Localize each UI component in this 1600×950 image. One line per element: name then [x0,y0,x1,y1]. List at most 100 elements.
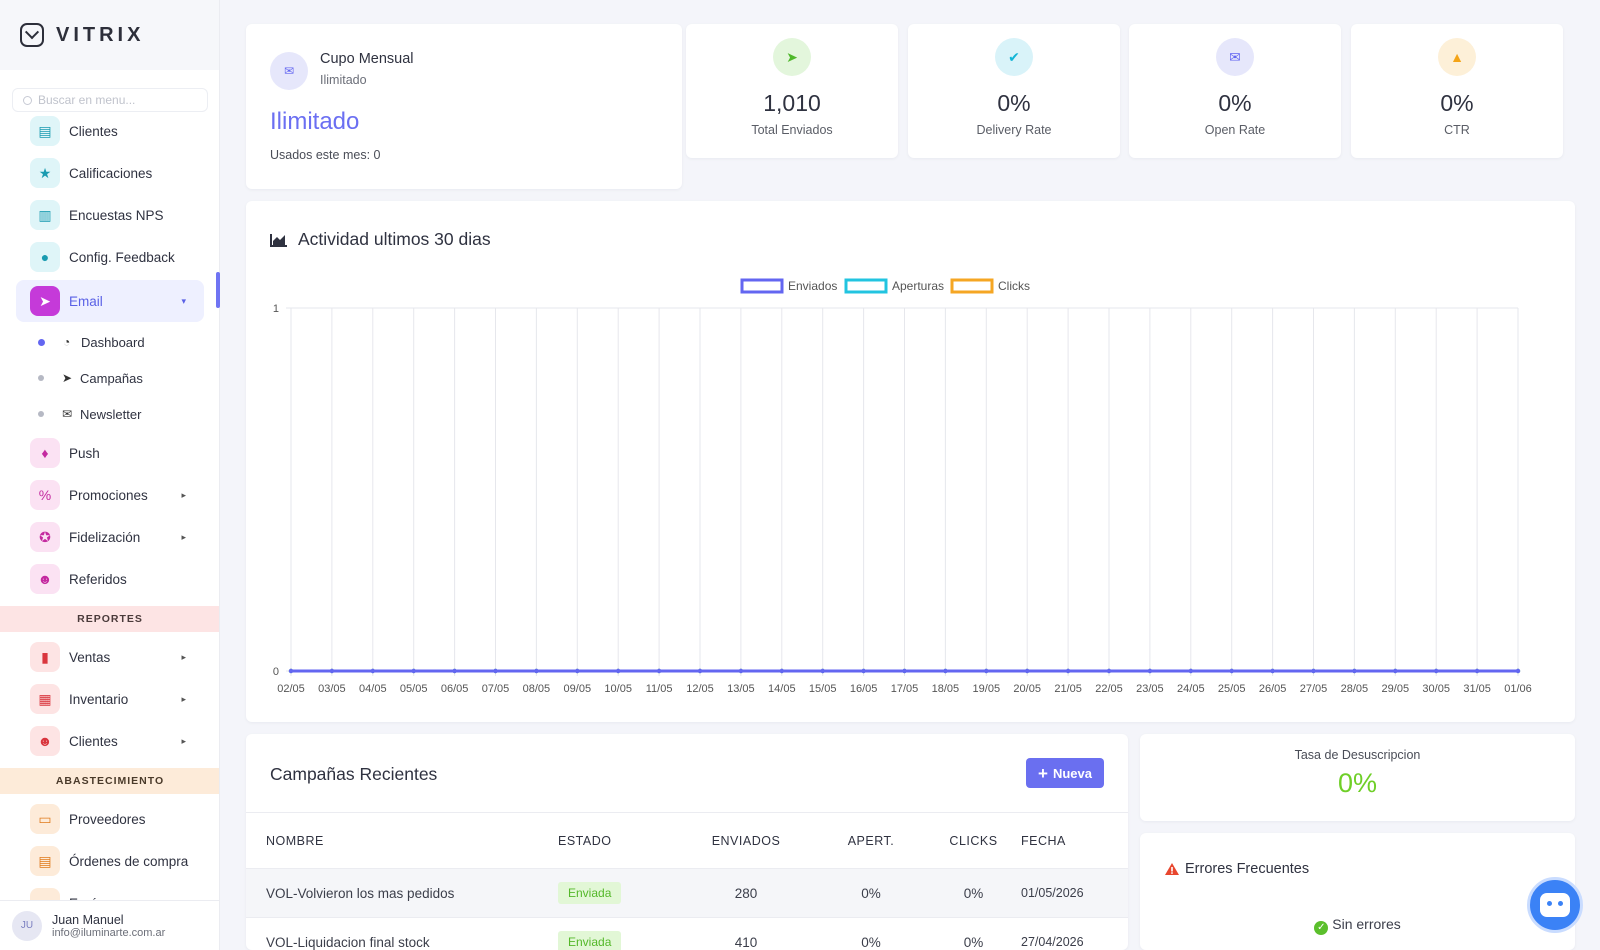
user-profile[interactable]: JU Juan Manuel info@iluminarte.com.ar [0,900,219,950]
errors-title: Errores Frecuentes [1164,861,1309,877]
data-point-enviados [1188,668,1193,674]
paper-plane-icon: ➤ [30,286,60,316]
bullet-dot [38,411,44,417]
sidebar-subitem-label: Campañas [80,370,143,386]
sidebar-item-calificaciones[interactable]: ★ Calificaciones [0,152,219,194]
chevron-right-icon: ▸ [181,489,186,500]
x-tick-label: 25/05 [1218,683,1246,695]
x-tick-label: 12/05 [686,683,714,695]
sidebar-item-email[interactable]: ➤ Email ▾ [16,280,204,322]
bell-icon: ♦ [30,438,60,468]
comments-icon: ● [30,242,60,272]
sidebar-item-promociones[interactable]: % Promociones ▸ [0,474,219,516]
stat-card-open-rate: ✉ 0% Open Rate [1129,24,1341,158]
chevron-right-icon: ▸ [181,651,186,662]
activity-chart: 0 1 02/05 03/05 04/05 05/05 06/05 07/05 08/05 09/… [273,278,1532,695]
new-campaign-button[interactable]: + Nueva [1026,758,1104,788]
sidebar-item-ventas[interactable]: ▮ Ventas ▸ [0,636,219,678]
campaigns-title: Campañas Recientes [270,764,438,784]
x-tick-label: 21/05 [1054,683,1082,695]
status-badge: Enviada [558,882,622,904]
cursor-pointer-icon: ▲ [1438,38,1476,76]
sidebar-item-label: Clientes [69,123,118,139]
sidebar-item-clientes[interactable]: ▤ Clientes [0,110,219,152]
data-point-enviados [1229,668,1234,674]
campaign-name: VOL-Liquidacion final stock [246,917,546,950]
bullet-dot [38,375,44,381]
errors-title-text: Errores Frecuentes [1185,861,1310,877]
quota-used: Usados este mes: 0 [270,148,381,162]
stat-card-ctr: ▲ 0% CTR [1351,24,1563,158]
sidebar-subitem-label: Newsletter [80,406,142,422]
column-header: CLICKS [926,812,1021,869]
x-tick-label: 07/05 [482,683,510,695]
data-point-enviados [1270,668,1275,674]
sidebar-subitem-dashboard[interactable]: ◔ Dashboard [0,324,219,360]
status-cell: Enviada [546,917,676,950]
quota-subtitle: Ilimitado [320,73,367,87]
campaign-name: VOL-Volvieron los mas pedidos [246,868,546,918]
sidebar-item-clientes[interactable]: ☻ Clientes ▸ [0,720,219,762]
chart-title-text: Actividad ultimos 30 dias [298,229,491,249]
medal-icon: ✪ [30,522,60,552]
y-tick-label: 1 [273,303,279,315]
pie-chart-icon: ◔ [63,335,71,349]
sidebar-item-label: Fidelización [69,529,141,545]
sidebar-item-referidos[interactable]: ☻ Referidos [0,558,219,600]
sidebar-item-fidelizaci-n[interactable]: ✪ Fidelización ▸ [0,516,219,558]
data-point-enviados [1434,668,1439,674]
brand[interactable]: VITRIX [0,0,219,70]
unsubscribe-value: 0% [1337,768,1378,798]
sidebar-item--rdenes-de-compra[interactable]: ▤ Órdenes de compra [0,840,219,882]
data-point-enviados [697,668,703,674]
legend-swatch [950,278,994,294]
x-tick-label: 29/05 [1382,683,1410,695]
data-point-enviados [1515,668,1521,674]
sidebar-item-label: Inventario [69,691,129,707]
envelope-open-icon: ✉ [62,407,73,421]
table-row[interactable]: VOL-Volvieron los mas pedidos Enviada 280 0… [246,868,1128,918]
data-point-enviados [370,668,375,674]
x-tick-label: 27/05 [1300,683,1328,695]
x-tick-label: 20/05 [1013,683,1041,695]
campaign-date: 01/05/2026 [1021,868,1128,918]
sidebar-item-label: Clientes [69,733,118,749]
x-tick-label: 16/05 [850,683,878,695]
data-point-enviados [1352,668,1357,674]
click-rate: 0% [926,868,1021,918]
menu-search-input[interactable] [38,93,198,107]
menu-search [12,88,208,112]
sent-count: 280 [676,868,816,918]
table-row[interactable]: VOL-Liquidacion final stock Enviada 410 0% 0… [246,917,1128,950]
x-tick-label: 17/05 [891,683,919,695]
sidebar-subitem-newsletter[interactable]: ✉ Newsletter [0,396,219,432]
sent-count: 410 [676,917,816,950]
x-tick-label: 23/05 [1136,683,1164,695]
x-tick-label: 19/05 [973,683,1001,695]
data-point-enviados [288,668,294,674]
stat-value: 0% [1218,90,1252,116]
plus-icon: + [1038,763,1048,783]
sidebar-item-encuestas-nps[interactable]: ▥ Encuestas NPS [0,194,219,236]
x-tick-label: 03/05 [318,683,346,695]
x-tick-label: 28/05 [1341,683,1369,695]
data-point-enviados [820,668,825,674]
chart-title: Actividad ultimos 30 dias [270,229,491,250]
legend-label: Enviados [788,279,837,293]
legend-label: Clicks [998,279,1030,293]
column-header: FECHA [1021,812,1128,869]
column-header: ESTADO [546,812,676,869]
x-tick-label: 31/05 [1463,683,1491,695]
data-point-enviados [984,668,989,674]
campaign-date: 27/04/2026 [1021,917,1128,950]
sidebar-subitem-campa-as[interactable]: ➤ Campañas [0,360,219,396]
sidebar-item-label: Órdenes de compra [69,853,189,869]
sidebar-item-proveedores[interactable]: ▭ Proveedores [0,798,219,840]
data-point-enviados [656,668,662,674]
sidebar-item-config-feedback[interactable]: ● Config. Feedback [0,236,219,278]
chatbot-button[interactable] [1527,877,1583,933]
address-book-icon: ▤ [30,116,60,146]
sidebar-item-push[interactable]: ♦ Push [0,432,219,474]
click-rate: 0% [926,917,1021,950]
sidebar-item-inventario[interactable]: ▦ Inventario ▸ [0,678,219,720]
